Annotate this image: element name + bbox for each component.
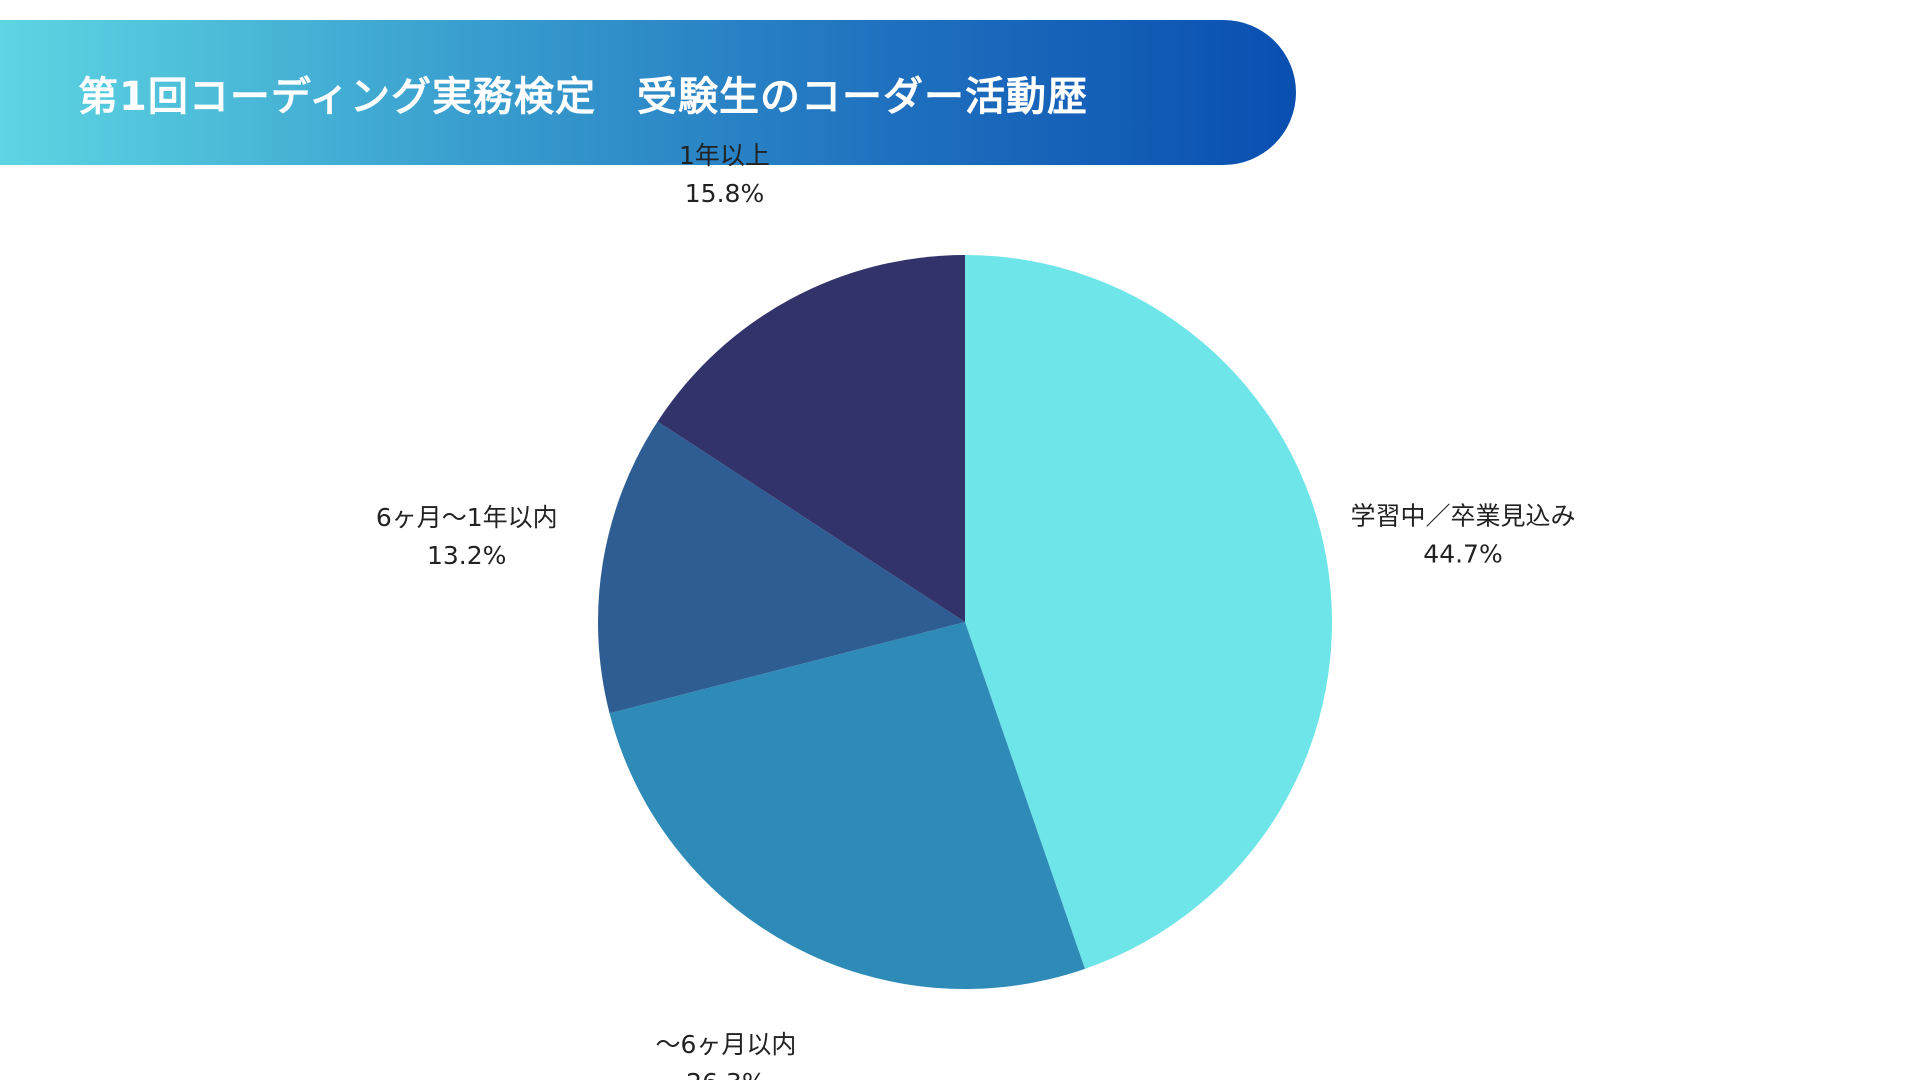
pie-label-value-1: 26.3% [686,1068,765,1080]
title-banner: 第1回コーディング実務検定 受験生のコーダー活動歴 [0,20,1296,165]
pie-label-category-1: 〜6ヶ月以内 [655,1030,796,1059]
pie-label-value-0: 44.7% [1423,539,1502,568]
pie-slice-1 [609,622,1085,989]
pie-label-category-3: 1年以上 [679,141,770,170]
pie-labels: 学習中／卒業見込み 44.7% 〜6ヶ月以内 26.3% 6ヶ月〜1年以内 13.2% 1年… [376,141,1576,1080]
pie-label-2: 6ヶ月〜1年以内 13.2% [376,503,558,570]
pie-label-category-0: 学習中／卒業見込み [1351,501,1576,530]
pie-slice-0 [965,255,1332,969]
pie-slices [598,255,1332,989]
pie-label-0: 学習中／卒業見込み 44.7% [1351,501,1576,568]
pie-label-3: 1年以上 15.8% [679,141,770,208]
pie-label-1: 〜6ヶ月以内 26.3% [655,1030,796,1080]
pie-label-value-3: 15.8% [685,179,764,208]
pie-slice-3 [657,255,965,622]
page-title: 第1回コーディング実務検定 受験生のコーダー活動歴 [78,73,1089,120]
pie-label-category-2: 6ヶ月〜1年以内 [376,503,558,532]
pie-label-value-2: 13.2% [427,541,506,570]
pie-slice-2 [598,421,965,714]
